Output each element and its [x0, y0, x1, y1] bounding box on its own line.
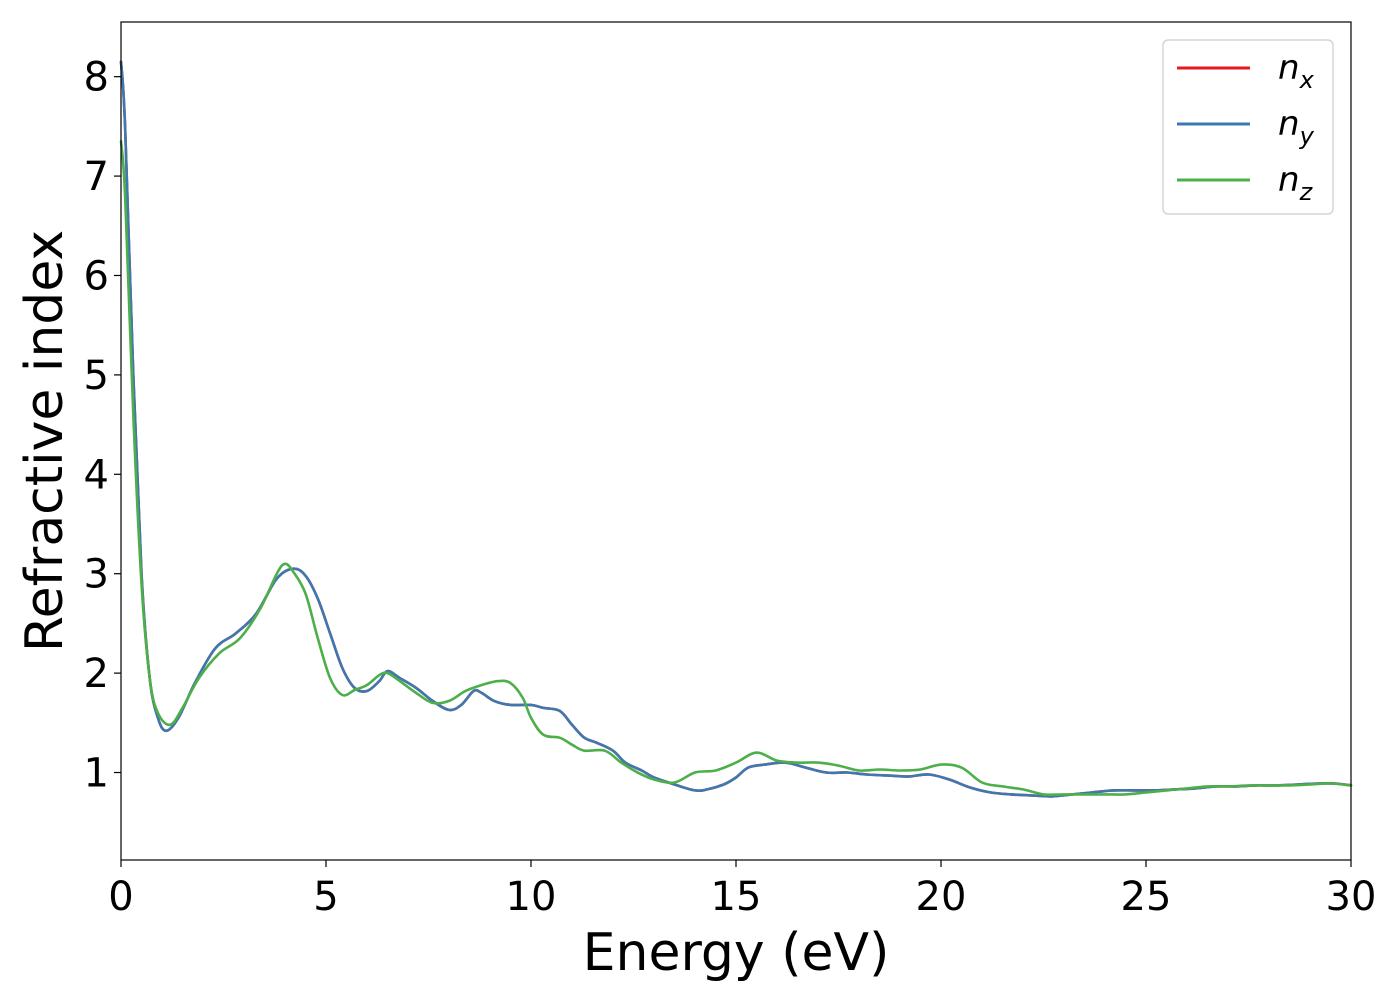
- y-tick-label: 2: [84, 651, 109, 697]
- y-tick-label: 7: [84, 154, 109, 200]
- y-tick-label: 4: [84, 452, 109, 498]
- y-axis-ticks: 1 2 3 4 5 6 7 8: [84, 55, 121, 797]
- x-axis-ticks: 0 5 10 15 20 25 30: [108, 860, 1376, 920]
- x-tick-label: 30: [1326, 874, 1377, 920]
- x-tick-label: 10: [506, 874, 557, 920]
- y-tick-label: 3: [84, 552, 109, 598]
- y-tick-label: 6: [84, 253, 109, 299]
- legend-box: [1162, 39, 1334, 215]
- series-layer: [119, 60, 1353, 798]
- y-tick-label: 8: [84, 55, 109, 101]
- x-axis-title: Energy (eV): [583, 923, 890, 983]
- legend-label-nz: nz: [1278, 160, 1314, 206]
- legend-label-nx: nx: [1278, 48, 1315, 94]
- legend-label-ny: ny: [1278, 104, 1315, 150]
- x-tick-label: 0: [108, 874, 133, 920]
- legend: nx ny nz: [1162, 39, 1334, 215]
- y-tick-label: 1: [84, 751, 109, 797]
- x-tick-label: 5: [313, 874, 338, 920]
- series-line-nz: [119, 140, 1353, 797]
- y-axis-title: Refractive index: [15, 230, 75, 652]
- y-tick-label: 5: [84, 353, 109, 399]
- x-tick-label: 25: [1121, 874, 1172, 920]
- x-tick-label: 20: [916, 874, 967, 920]
- x-tick-label: 15: [711, 874, 762, 920]
